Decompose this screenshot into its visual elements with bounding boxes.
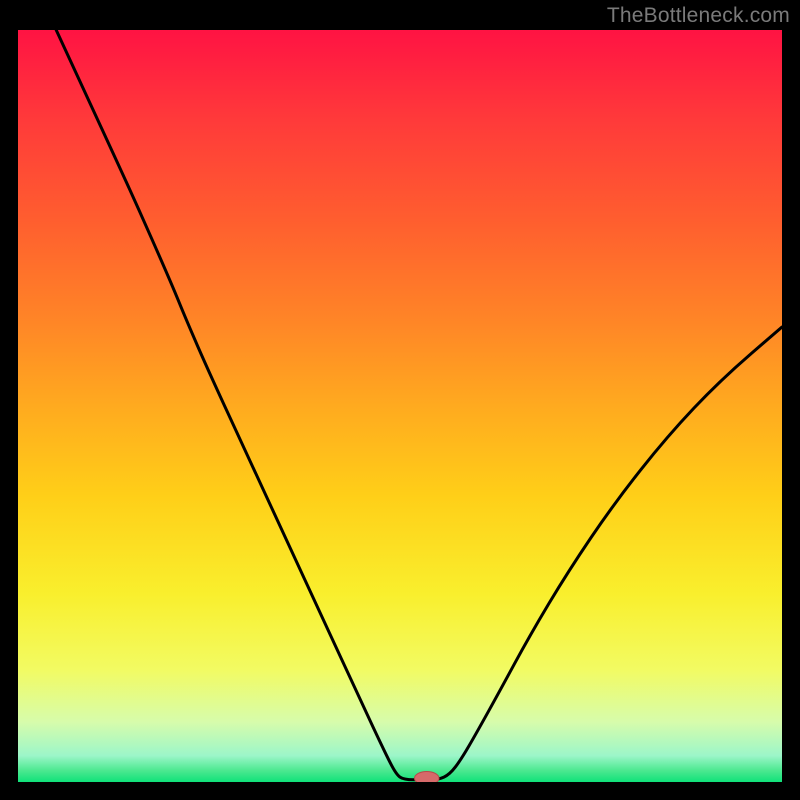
chart-svg (18, 30, 782, 782)
plot-area (18, 30, 782, 782)
optimal-marker (415, 771, 439, 782)
gradient-background (18, 30, 782, 782)
watermark-text: TheBottleneck.com (607, 4, 790, 28)
chart-container: TheBottleneck.com (0, 0, 800, 800)
